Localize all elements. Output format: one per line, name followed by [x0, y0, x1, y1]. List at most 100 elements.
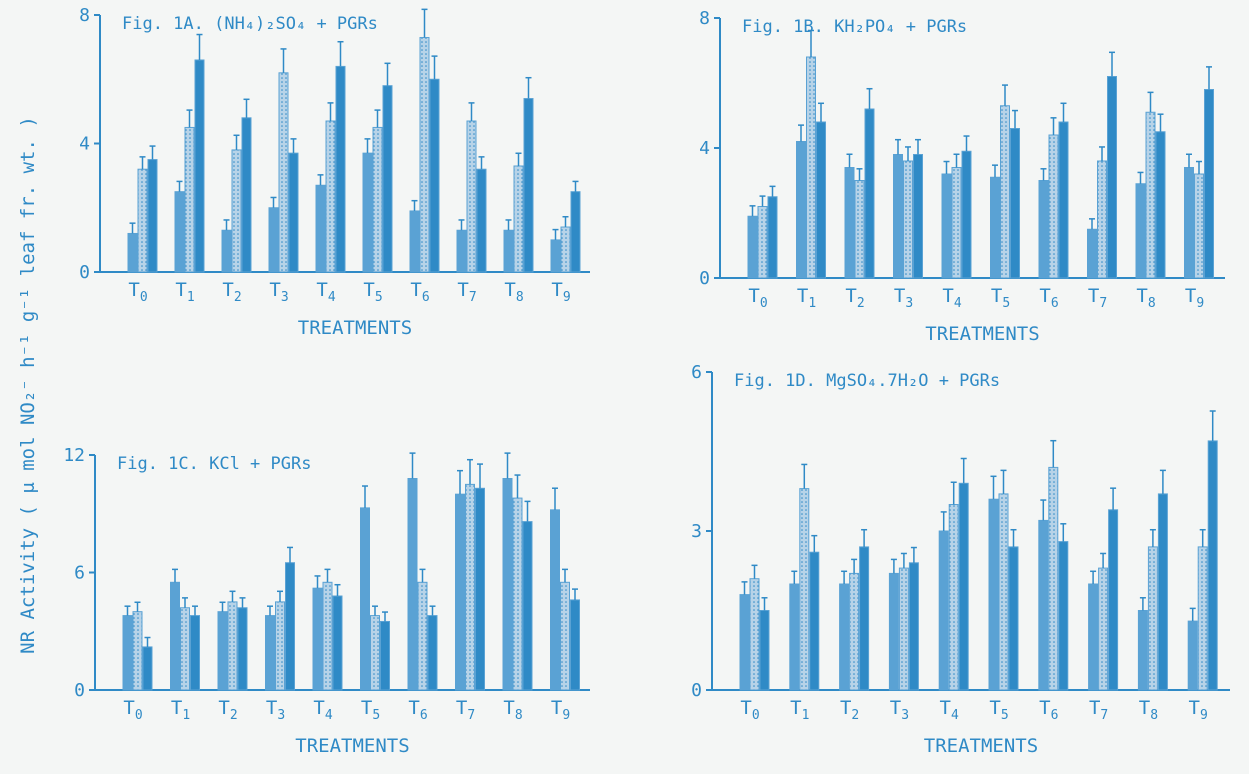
bar-T8-s2 — [1145, 111, 1156, 279]
bar-T7-s2 — [466, 120, 477, 273]
bar-T3-s2 — [278, 72, 289, 273]
bar-T5-s1 — [362, 152, 373, 273]
bar-T8-s1 — [1135, 183, 1146, 279]
bar-T3-s3 — [288, 152, 299, 273]
y-axis-label: NR Activity ( μ mol NO₂⁻ h⁻¹ g⁻¹ leaf fr… — [17, 116, 39, 654]
bar-T6-s2 — [1048, 466, 1059, 691]
x-tick-label-T1: T1 — [171, 697, 190, 723]
bar-T3-s1 — [268, 207, 279, 273]
bar-T0-s1 — [739, 594, 750, 691]
bar-T6-s1 — [407, 478, 418, 691]
x-tick-label-T4: T4 — [313, 697, 332, 723]
bar-T2-s1 — [839, 583, 850, 691]
y-tick-label: 0 — [699, 268, 710, 289]
bar-T3-s2 — [903, 160, 913, 279]
bar-T4-s1 — [938, 530, 949, 691]
bar-T9-s1 — [1187, 620, 1198, 691]
x-tick-label-T7: T7 — [457, 279, 476, 305]
x-tick-label-T8: T8 — [504, 279, 523, 305]
bar-T4-s3 — [958, 482, 969, 691]
bar-T6-s3 — [427, 615, 438, 691]
bar-T0-s1 — [127, 232, 138, 273]
y-tick-label: 6 — [691, 362, 702, 383]
bar-T2-s3 — [864, 108, 875, 279]
bar-T9-s1 — [550, 239, 561, 273]
bar-T2-s2 — [849, 572, 860, 691]
bar-T2-s3 — [237, 607, 248, 691]
x-tick-label-T5: T5 — [989, 697, 1008, 723]
bar-T4-s3 — [961, 150, 972, 279]
bar-T1-s2 — [799, 488, 810, 691]
bar-T0-s1 — [747, 215, 758, 279]
bar-T1-s1 — [170, 581, 180, 691]
bar-T1-s3 — [816, 121, 826, 279]
bar-T6-s2 — [417, 581, 428, 691]
bar-T1-s3 — [194, 59, 205, 273]
bar-T0-s2 — [749, 578, 760, 691]
bar-T2-s1 — [217, 611, 228, 691]
bar-T7-s3 — [475, 487, 485, 691]
x-tick-label-T1: T1 — [797, 285, 816, 311]
x-tick-label-T1: T1 — [175, 279, 194, 305]
bar-T2-s1 — [221, 229, 232, 273]
chart-panel-3: 0 6 12 Fig. 1C. KCl + PGRs T0 T1 T2 T3 T4 T5 T6 T7 T… — [63, 445, 590, 757]
bar-T8-s3 — [523, 98, 534, 273]
x-tick-label-T0: T0 — [748, 285, 767, 311]
bar-T5-s3 — [380, 620, 390, 691]
bar-T3-s1 — [893, 154, 903, 279]
bar-T8-s2 — [513, 165, 524, 273]
bar-T7-s3 — [1108, 509, 1119, 691]
x-tick-label-T4: T4 — [940, 697, 959, 723]
bar-T2-s3 — [859, 546, 870, 691]
bar-T4-s2 — [951, 167, 962, 279]
y-tick-label: 4 — [699, 138, 710, 159]
bar-T5-s1 — [990, 176, 1000, 279]
bar-T1-s2 — [180, 607, 190, 691]
bar-T1-s1 — [789, 583, 800, 691]
x-tick-label-T5: T5 — [991, 285, 1010, 311]
x-tick-label-T5: T5 — [363, 279, 382, 305]
bar-T1-s3 — [809, 551, 820, 691]
bar-T7-s2 — [1097, 160, 1107, 279]
bar-T3-s1 — [888, 572, 899, 691]
bar-T6-s3 — [1058, 541, 1069, 691]
x-axis-label: TREATMENTS — [925, 323, 1039, 345]
bar-T5-s3 — [1010, 128, 1020, 279]
bar-T0-s3 — [142, 646, 153, 691]
x-tick-label-T2: T2 — [222, 279, 241, 305]
x-tick-label-T0: T0 — [128, 279, 147, 305]
x-tick-label-T6: T6 — [1039, 697, 1058, 723]
bar-T9-s3 — [1204, 89, 1214, 279]
bar-T1-s3 — [190, 615, 200, 691]
bar-T4-s1 — [941, 173, 952, 279]
bar-T0-s2 — [137, 168, 148, 273]
bar-T3-s3 — [285, 562, 295, 691]
x-tick-label-T8: T8 — [1139, 697, 1158, 723]
x-tick-label-T4: T4 — [942, 285, 961, 311]
y-tick-label: 0 — [79, 262, 90, 283]
bar-T6-s2 — [1048, 134, 1059, 279]
bar-T7-s1 — [455, 493, 465, 691]
bar-T1-s2 — [184, 126, 195, 273]
y-tick-label: 6 — [74, 563, 85, 584]
x-tick-label-T7: T7 — [1089, 697, 1108, 723]
x-tick-label-T8: T8 — [503, 697, 522, 723]
bar-T7-s3 — [476, 168, 487, 273]
bar-T4-s1 — [312, 587, 323, 691]
x-tick-label-T3: T3 — [890, 697, 909, 723]
bar-T9-s2 — [560, 226, 571, 273]
bar-T7-s3 — [1107, 76, 1117, 279]
bar-T4-s2 — [325, 120, 336, 273]
x-tick-label-T7: T7 — [456, 697, 475, 723]
x-tick-label-T2: T2 — [840, 697, 859, 723]
y-tick-label: 8 — [699, 8, 710, 29]
bar-T5-s1 — [988, 498, 999, 691]
y-tick-label: 0 — [691, 680, 702, 701]
bar-T7-s1 — [456, 229, 467, 273]
bar-T9-s3 — [570, 599, 580, 691]
bar-T5-s2 — [370, 615, 380, 691]
bar-T9-s2 — [1197, 546, 1208, 691]
x-tick-label-T4: T4 — [316, 279, 335, 305]
chart-panel-1: 0 4 8 Fig. 1A. (NH₄)₂SO₄ + PGRs T0 T1 T2 T3 T4 T5… — [79, 5, 590, 339]
